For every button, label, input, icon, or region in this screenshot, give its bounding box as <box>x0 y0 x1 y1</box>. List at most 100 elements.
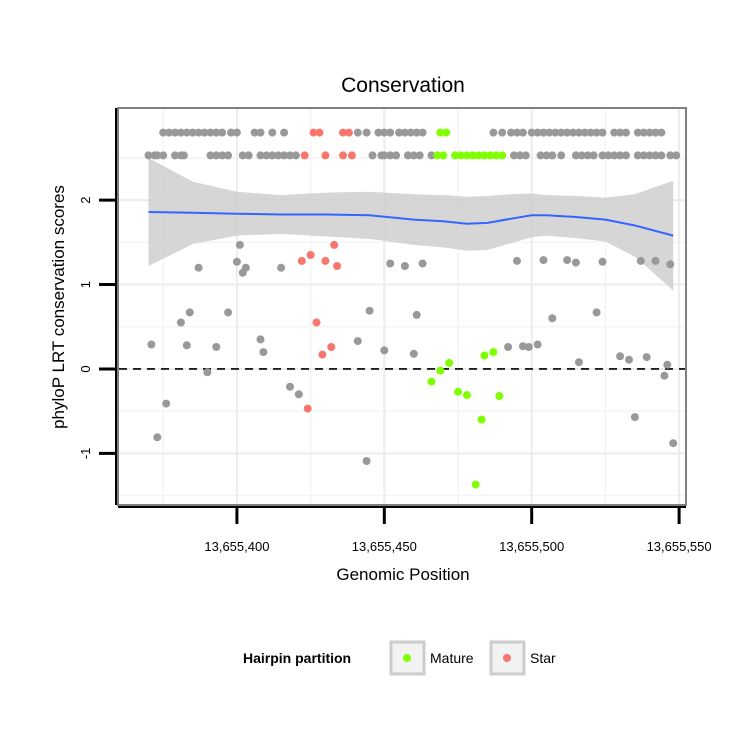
legend: Hairpin partition Mature Star <box>243 640 556 676</box>
point-top-row-1-2 <box>171 128 179 137</box>
point-top-row-0-42 <box>492 151 501 160</box>
y-tick-label-3: 2 <box>78 197 93 204</box>
point-top-row-1-21 <box>353 128 362 137</box>
point-top-row-0-60 <box>633 151 642 160</box>
point-top-row-0-47 <box>536 151 545 160</box>
point-other-10 <box>232 257 241 266</box>
point-top-row-0-21 <box>321 151 330 160</box>
point-top-row-0-22 <box>339 151 347 160</box>
point-top-row-0-61 <box>639 151 648 160</box>
legend-key-star <box>489 640 526 676</box>
point-top-row-1-51 <box>610 128 619 137</box>
legend-label-star: Star <box>530 650 556 666</box>
y-axis: -1 0 1 2 <box>78 108 117 505</box>
point-top-row-0-30 <box>409 151 418 160</box>
point-top-row-0-16 <box>274 151 283 160</box>
point-other-22 <box>380 346 389 355</box>
point-other-35 <box>563 256 572 265</box>
point-other-37 <box>574 358 583 367</box>
point-top-row-1-8 <box>206 128 215 137</box>
point-other-26 <box>412 310 421 319</box>
point-top-row-1-11 <box>227 128 235 137</box>
point-top-row-0-20 <box>300 151 309 160</box>
point-other-38 <box>592 308 601 317</box>
y-tick-label-0: -1 <box>78 448 93 460</box>
point-top-row-1-33 <box>489 128 498 137</box>
point-other-24 <box>400 262 409 270</box>
point-top-row-1-34 <box>498 128 507 137</box>
point-top-row-1-0 <box>159 128 168 137</box>
confidence-band-layer <box>148 158 674 291</box>
point-top-row-0-34 <box>439 151 448 160</box>
point-top-row-1-26 <box>395 128 404 137</box>
point-top-row-1-23 <box>374 128 383 137</box>
point-other-40 <box>616 352 625 361</box>
point-other-17 <box>286 382 294 391</box>
point-top-row-1-16 <box>280 128 289 137</box>
point-top-row-0-15 <box>268 151 277 160</box>
point-top-row-0-45 <box>515 151 524 160</box>
legend-entry-mature: Mature <box>389 640 474 676</box>
points-layer <box>144 128 681 489</box>
point-other-15 <box>259 348 268 357</box>
point-other-43 <box>636 256 645 265</box>
point-top-row-1-19 <box>339 128 347 137</box>
smooth-line <box>148 211 674 237</box>
y-tick-label-1: 0 <box>78 365 93 372</box>
point-other-30 <box>518 342 527 351</box>
point-other-19 <box>353 337 362 346</box>
point-other-6 <box>194 263 203 272</box>
point-other-32 <box>533 340 542 349</box>
point-mature-8 <box>489 348 498 357</box>
point-other-23 <box>386 259 395 268</box>
point-top-row-1-24 <box>380 128 389 137</box>
legend-title: Hairpin partition <box>243 650 351 666</box>
point-top-row-1-35 <box>507 128 516 137</box>
point-top-row-1-6 <box>194 128 203 137</box>
point-top-row-0-41 <box>486 151 495 160</box>
x-tick-label-1: 13,655,450 <box>352 539 417 554</box>
point-top-row-1-58 <box>657 128 666 137</box>
x-tick-label-3: 13,655,550 <box>647 539 712 554</box>
point-top-row-1-39 <box>533 128 542 137</box>
point-other-11 <box>235 240 244 249</box>
point-top-row-1-56 <box>645 128 654 137</box>
point-other-21 <box>365 306 374 315</box>
point-top-row-1-7 <box>200 128 209 137</box>
point-other-8 <box>212 343 221 351</box>
point-star-6 <box>327 343 336 351</box>
point-star-7 <box>330 240 339 249</box>
point-star-4 <box>318 350 327 359</box>
point-other-14 <box>256 335 265 344</box>
point-top-row-0-44 <box>510 151 518 160</box>
point-other-1 <box>153 433 162 442</box>
point-top-row-1-14 <box>256 128 265 137</box>
point-other-20 <box>362 457 371 465</box>
point-other-48 <box>666 260 675 269</box>
point-top-row-1-17 <box>309 128 318 137</box>
point-top-row-1-12 <box>232 128 241 137</box>
point-top-row-1-46 <box>574 128 583 137</box>
point-top-row-0-27 <box>386 151 395 160</box>
point-top-row-1-43 <box>557 128 566 137</box>
point-top-row-1-10 <box>218 128 227 137</box>
point-top-row-1-53 <box>622 128 630 137</box>
point-top-row-1-55 <box>639 128 648 137</box>
x-tick-label-2: 13,655,500 <box>499 539 564 554</box>
point-other-29 <box>513 256 521 265</box>
point-other-47 <box>663 360 672 369</box>
point-top-row-1-25 <box>386 128 395 137</box>
point-other-18 <box>294 390 303 399</box>
point-star-8 <box>333 262 342 270</box>
point-top-row-1-4 <box>182 128 191 137</box>
point-top-row-0-43 <box>498 151 507 160</box>
point-top-row-0-28 <box>392 151 401 160</box>
point-other-31 <box>524 343 533 351</box>
point-top-row-0-32 <box>427 151 436 160</box>
point-top-row-0-29 <box>403 151 412 160</box>
point-top-row-1-52 <box>616 128 625 137</box>
point-other-2 <box>162 399 171 408</box>
point-top-row-0-62 <box>645 151 654 160</box>
point-top-row-0-39 <box>474 151 483 160</box>
point-top-row-0-12 <box>244 151 253 160</box>
